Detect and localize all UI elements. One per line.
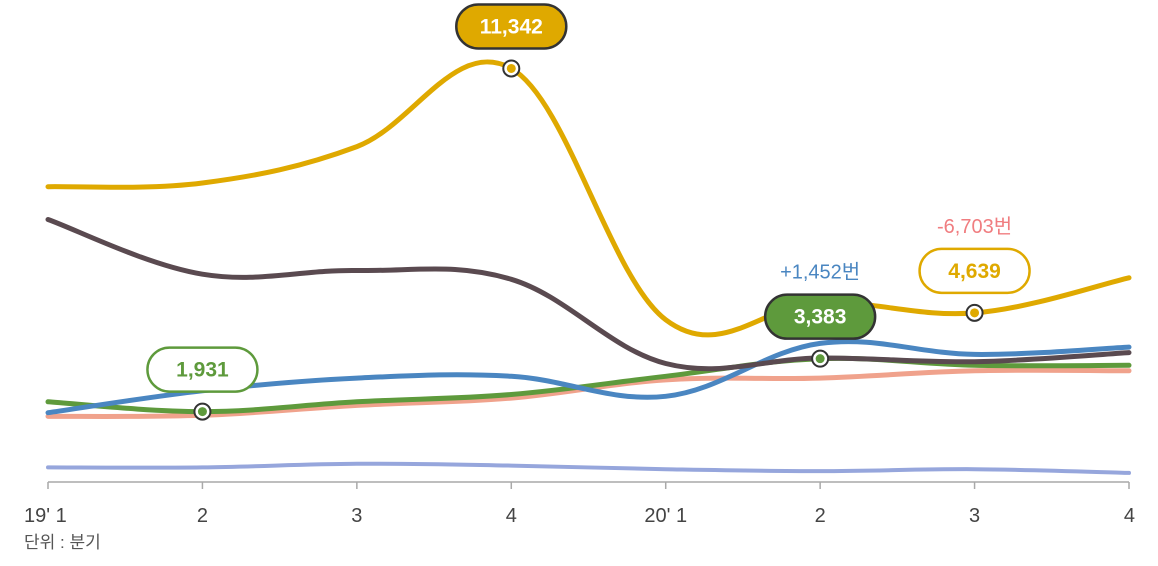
x-tick-label: 4: [506, 505, 517, 527]
callout-bubble: [918, 247, 1031, 295]
value-callouts: 11,342 4,639 3,383 1,931 +1,452번 -6,703번: [146, 3, 1031, 421]
x-axis-ticks: 19' 1 2 3 4 20' 1 2 3 4: [24, 482, 1135, 527]
callout-bubble: [455, 3, 568, 50]
callout-bubble: [763, 293, 877, 340]
point-marker-dot: [506, 63, 516, 73]
point-marker-dot: [197, 407, 207, 417]
callout-value: 11,342: [480, 15, 543, 38]
x-tick-label: 2: [197, 505, 208, 527]
x-tick-label: 2: [815, 505, 826, 527]
series-line-2: [45, 217, 1132, 372]
delta-label: -6,703번: [937, 215, 1012, 238]
callout-value: 3,383: [794, 306, 847, 329]
x-tick-label: 20' 1: [644, 505, 687, 527]
series-line-1: [45, 59, 1132, 338]
series-line-4: [45, 355, 1132, 415]
callout: 4,639: [918, 247, 1031, 322]
x-tick-label: 4: [1124, 505, 1135, 527]
unit-label: 단위 : 분기: [24, 533, 101, 552]
x-tick-label: 3: [351, 505, 362, 527]
callout: 11,342: [455, 3, 568, 78]
delta-label: +1,452번: [780, 261, 860, 284]
series-line-6: [46, 461, 1131, 475]
callout-value: 4,639: [948, 260, 1001, 283]
callout: 1,931: [146, 346, 259, 421]
point-marker-dot: [815, 354, 825, 364]
callout: 3,383: [763, 293, 877, 368]
x-tick-label: 3: [969, 505, 980, 527]
callout-bubble: [146, 346, 259, 393]
callout-value: 1,931: [176, 359, 229, 382]
point-marker-dot: [970, 308, 980, 318]
x-tick-label: 19' 1: [24, 505, 67, 527]
